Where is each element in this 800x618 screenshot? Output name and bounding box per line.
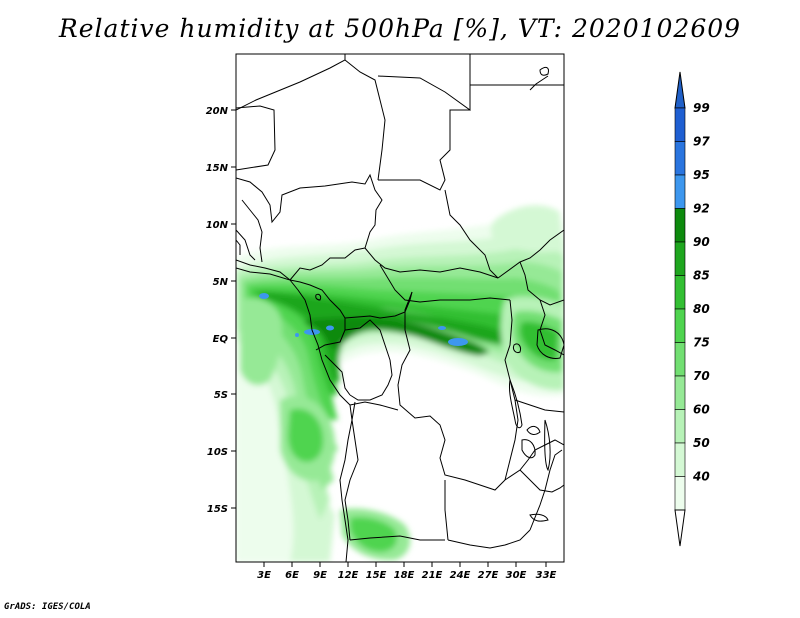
lat-label-15s: 15S: [207, 504, 228, 515]
lon-label-3e: 3E: [257, 570, 271, 581]
colorbar-swatch-75: [674, 342, 686, 377]
colorbar-swatch-80: [674, 308, 686, 343]
map-title: Relative humidity at 500hPa [%], VT: 202…: [58, 14, 742, 43]
lat-label-5n: 5N: [213, 277, 229, 288]
longitude-axis: 3E 6E 9E 12E 15E 18E 21E 24E 27E 30E 33E: [257, 562, 557, 581]
colorbar-bottom-triangle: [674, 509, 686, 547]
colorbar-label-70: 70: [693, 369, 710, 383]
lat-label-eq: EQ: [213, 334, 229, 345]
colorbar-label-90: 90: [693, 235, 710, 249]
lon-label-30e: 30E: [506, 570, 527, 581]
lat-label-5s: 5S: [214, 390, 228, 401]
lat-label-10n: 10N: [206, 220, 229, 231]
colorbar-label-92: 92: [693, 202, 710, 216]
colorbar-label-80: 80: [693, 302, 710, 316]
colorbar-legend: 99 97 95 92 90 85 80 75 70 60 50 40: [674, 71, 710, 547]
lon-label-27e: 27E: [478, 570, 499, 581]
colorbar-swatch-95: [674, 174, 686, 209]
colorbar-label-50: 50: [693, 436, 710, 450]
lon-label-15e: 15E: [366, 570, 387, 581]
colorbar-label-40: 40: [692, 470, 710, 484]
lon-label-33e: 33E: [536, 570, 557, 581]
humidity-field: [236, 205, 564, 562]
lon-label-9e: 9E: [313, 570, 327, 581]
lat-label-15n: 15N: [206, 163, 229, 174]
map-frame: [235, 53, 565, 563]
colorbar-swatch-60: [674, 409, 686, 444]
colorbar-label-75: 75: [693, 336, 710, 350]
colorbar-label-97: 97: [693, 135, 710, 149]
colorbar-swatch-85: [674, 275, 686, 310]
lon-label-24e: 24E: [450, 570, 471, 581]
colorbar-top-triangle: [674, 71, 686, 109]
colorbar-label-99: 99: [693, 101, 710, 115]
colorbar-swatch-40: [674, 476, 686, 511]
colorbar-swatch-70: [674, 375, 686, 410]
latitude-axis: 20N 15N 10N 5N EQ 5S 10S 15S: [206, 106, 236, 515]
country-borders: [236, 54, 564, 562]
colorbar-swatch-50: [674, 442, 686, 477]
colorbar-label-95: 95: [693, 168, 710, 182]
lon-label-6e: 6E: [285, 570, 299, 581]
colorbar-label-85: 85: [693, 269, 710, 283]
colorbar-swatch-90: [674, 241, 686, 276]
colorbar-swatch-97: [674, 141, 686, 176]
lat-label-20n: 20N: [206, 106, 229, 117]
lon-label-18e: 18E: [394, 570, 415, 581]
colorbar-label-60: 60: [693, 403, 710, 417]
colorbar-swatch-92: [674, 208, 686, 243]
colorbar-swatch-99: [674, 107, 686, 142]
lat-label-10s: 10S: [207, 447, 228, 458]
lon-label-12e: 12E: [338, 570, 359, 581]
lon-label-21e: 21E: [422, 570, 443, 581]
grads-credit: GrADS: IGES/COLA: [4, 602, 91, 612]
